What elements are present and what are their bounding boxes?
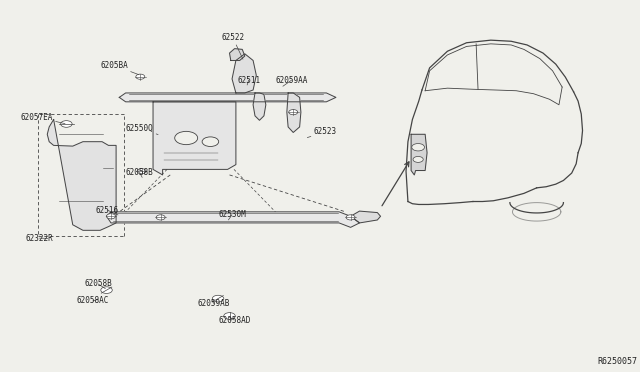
Circle shape	[106, 214, 115, 219]
Text: 62058B: 62058B	[125, 168, 154, 177]
Circle shape	[202, 137, 219, 147]
Text: 62550Q: 62550Q	[125, 124, 158, 135]
Circle shape	[136, 74, 145, 79]
Circle shape	[100, 287, 112, 294]
Text: 62516: 62516	[96, 206, 119, 215]
Circle shape	[289, 110, 298, 115]
Text: 62058B: 62058B	[84, 279, 112, 289]
Text: 62059AA: 62059AA	[275, 76, 308, 86]
Text: 62530M: 62530M	[218, 211, 246, 220]
Text: 62058AC: 62058AC	[77, 296, 109, 305]
Polygon shape	[287, 93, 301, 132]
Text: 62523: 62523	[307, 127, 337, 138]
Polygon shape	[153, 102, 236, 175]
Polygon shape	[230, 49, 245, 61]
Polygon shape	[47, 119, 116, 230]
Text: 62059AB: 62059AB	[198, 299, 230, 308]
Circle shape	[224, 312, 236, 319]
Text: 62511: 62511	[237, 76, 260, 85]
Polygon shape	[106, 212, 360, 227]
Circle shape	[212, 295, 224, 302]
Text: 62322R: 62322R	[26, 234, 53, 243]
Polygon shape	[411, 134, 427, 175]
Circle shape	[175, 131, 198, 145]
Circle shape	[156, 215, 165, 220]
Circle shape	[412, 144, 424, 151]
Circle shape	[346, 215, 355, 220]
Polygon shape	[351, 211, 381, 223]
Text: 6205BA: 6205BA	[100, 61, 139, 75]
Text: R6250057: R6250057	[597, 357, 637, 366]
Text: 62057EA: 62057EA	[20, 113, 65, 124]
Text: 62522: 62522	[221, 33, 244, 59]
Polygon shape	[253, 93, 266, 120]
Circle shape	[61, 121, 72, 127]
Circle shape	[413, 157, 423, 162]
Polygon shape	[232, 54, 256, 93]
Text: 62058AD: 62058AD	[218, 315, 250, 325]
Circle shape	[137, 169, 146, 174]
Polygon shape	[119, 93, 336, 102]
